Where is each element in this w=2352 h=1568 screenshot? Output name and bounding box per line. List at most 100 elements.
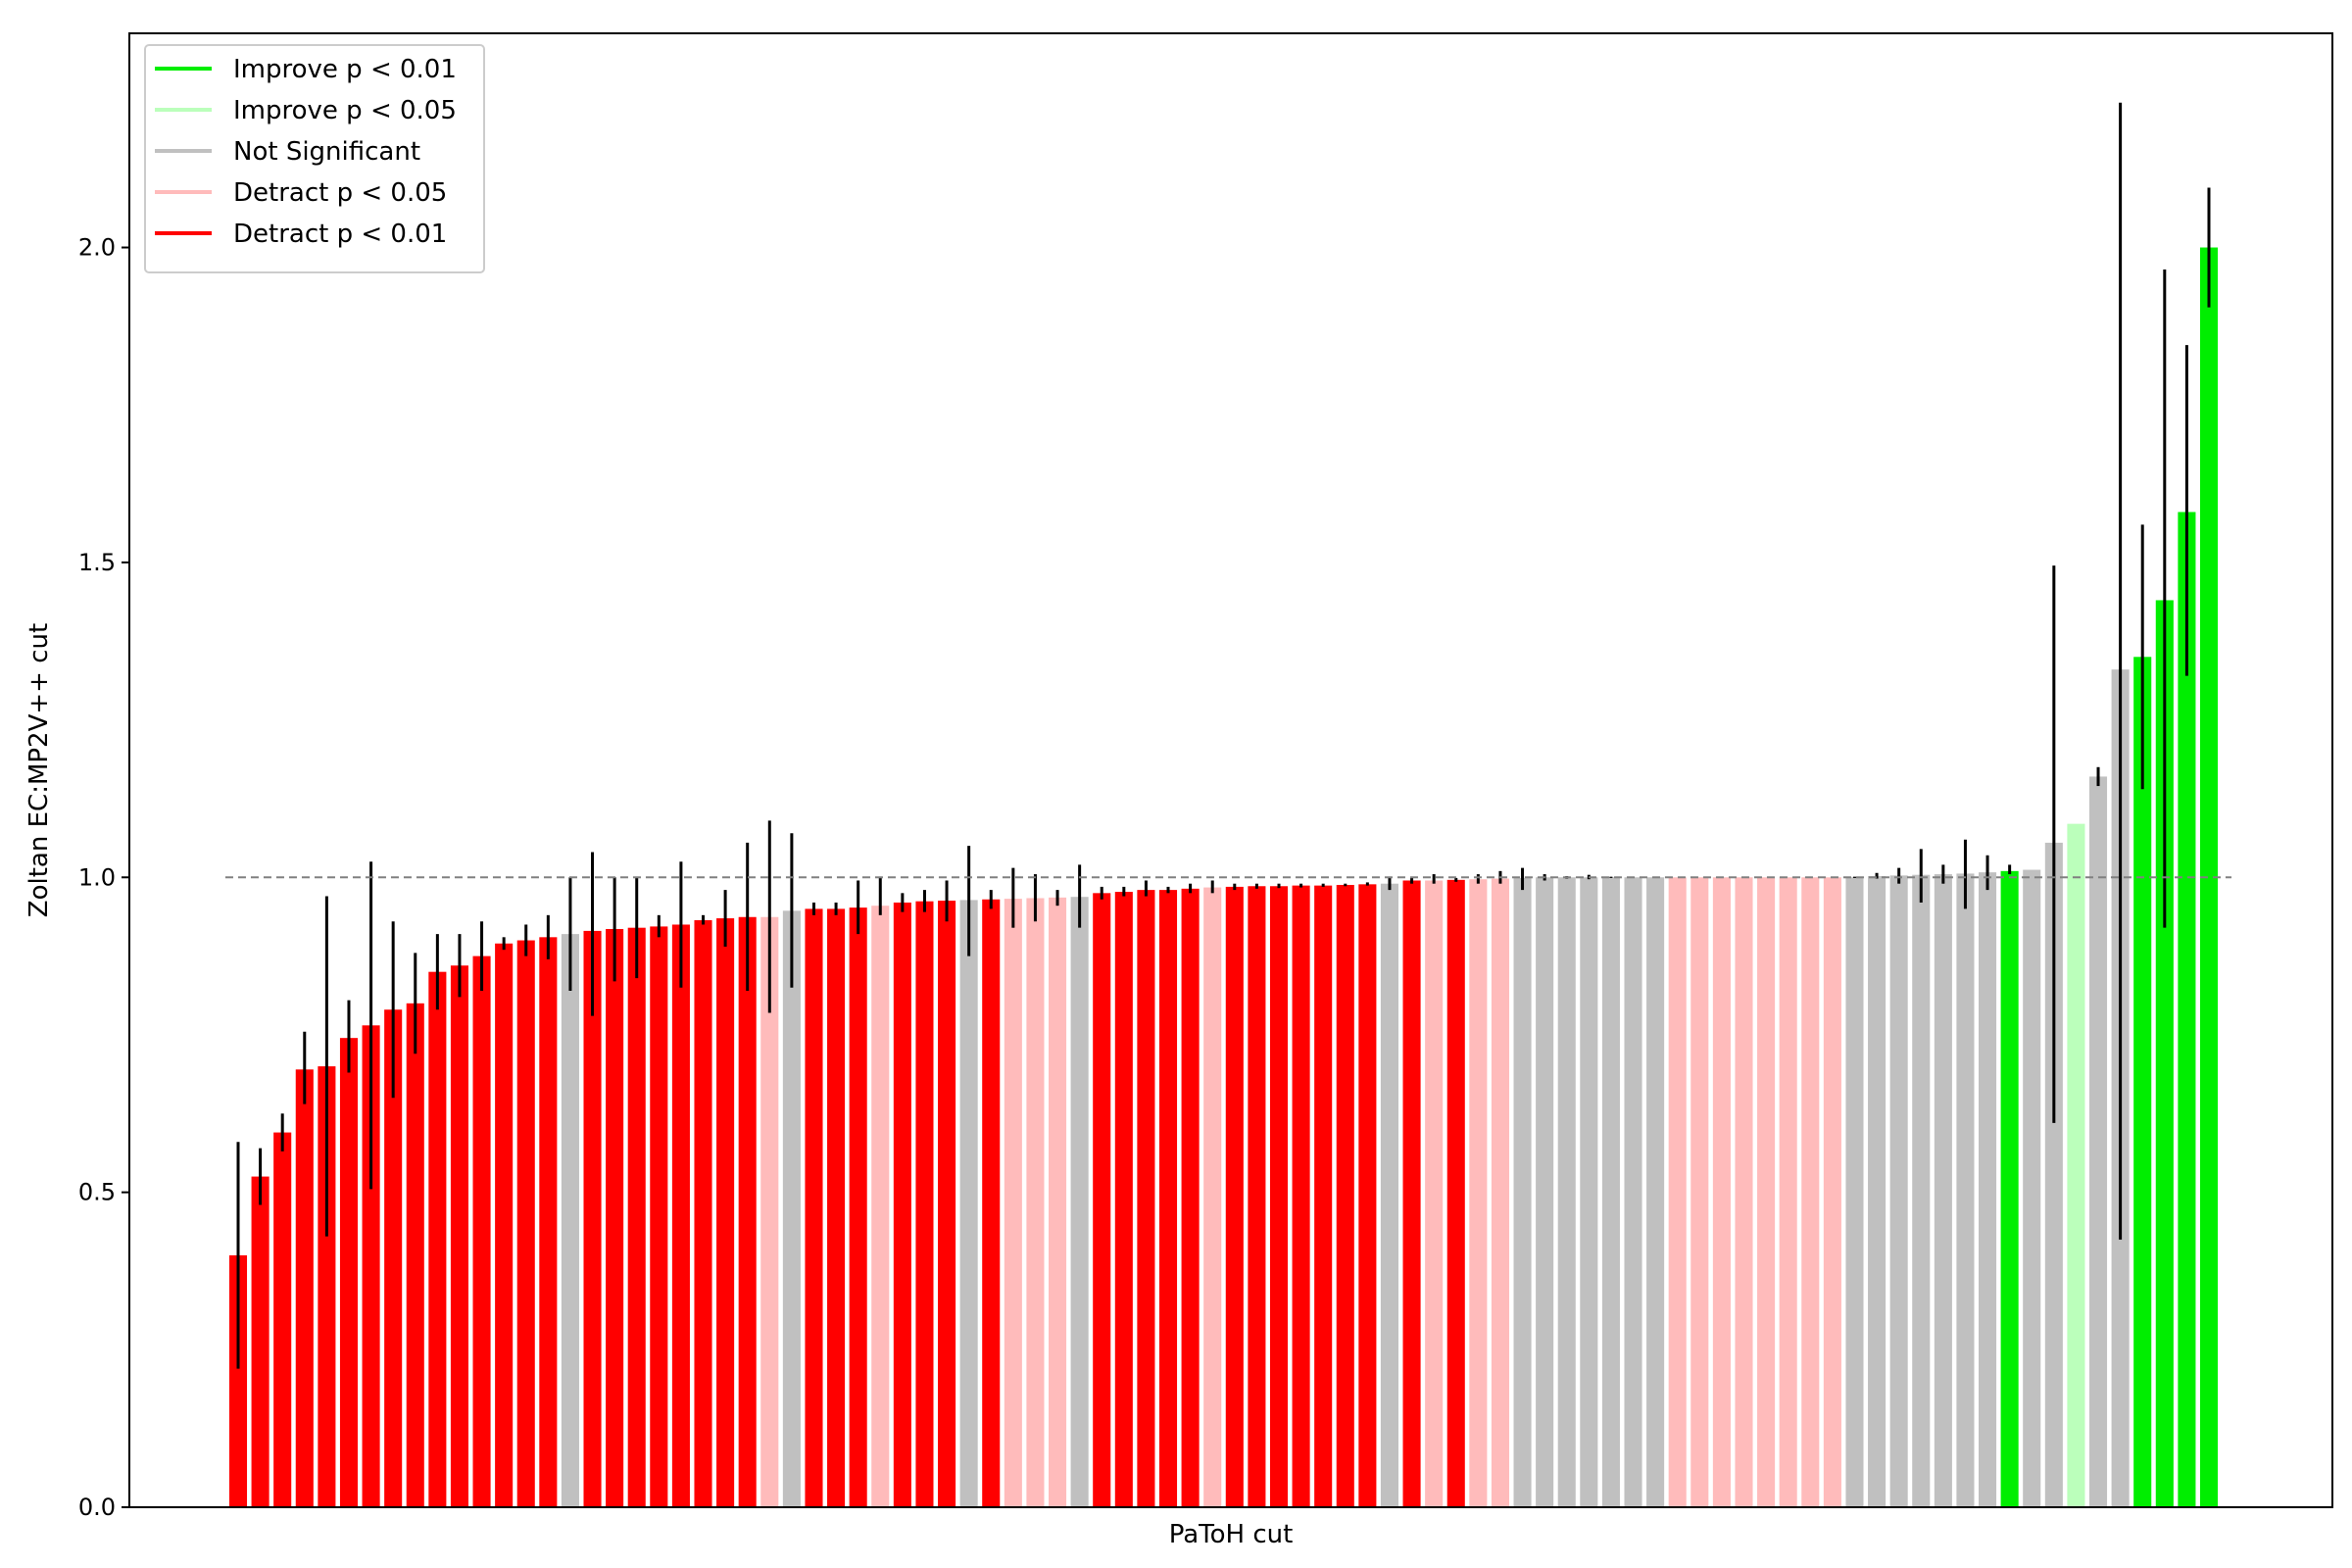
legend-label: Not Significant — [233, 137, 420, 167]
bar — [1868, 875, 1886, 1507]
bar — [1712, 877, 1731, 1507]
y-tick-label: 2.0 — [78, 234, 116, 262]
bar — [2044, 842, 2063, 1507]
bar — [1845, 877, 1864, 1507]
bar — [694, 919, 712, 1507]
legend-item: Detract p < 0.01 — [155, 220, 447, 249]
bar — [1336, 884, 1354, 1507]
bar — [2000, 870, 2019, 1507]
bar — [1912, 874, 1931, 1507]
bar — [982, 899, 1001, 1507]
bar — [2023, 869, 2041, 1507]
bar — [2155, 600, 2174, 1507]
legend-item: Improve p < 0.05 — [155, 96, 457, 125]
bar — [1004, 899, 1022, 1507]
bar — [805, 908, 823, 1507]
y-tick-label: 1.5 — [78, 549, 116, 576]
bar — [428, 971, 447, 1507]
legend-item: Improve p < 0.01 — [155, 55, 457, 84]
bar — [871, 906, 890, 1507]
y-tick-label: 0.5 — [78, 1179, 116, 1206]
bar — [627, 927, 646, 1507]
plot-frame — [128, 32, 2333, 1508]
bar — [339, 1038, 359, 1507]
bar — [938, 901, 956, 1507]
bar — [1624, 877, 1642, 1507]
bar — [2067, 823, 2085, 1507]
bar — [1557, 877, 1576, 1507]
y-axis: 0.0 0.5 1.0 1.5 2.0 — [78, 234, 129, 1521]
legend: Improve p < 0.01 Improve p < 0.05 Not Sign… — [144, 44, 485, 273]
legend-label: Detract p < 0.01 — [233, 220, 447, 249]
bar — [1690, 877, 1709, 1507]
bar — [1446, 879, 1465, 1507]
legend-label: Detract p < 0.05 — [233, 178, 447, 208]
bar — [406, 1003, 424, 1507]
bar — [1358, 884, 1377, 1507]
bar — [1646, 877, 1665, 1507]
bar — [228, 1254, 248, 1507]
bar — [1380, 883, 1399, 1507]
bar — [1491, 878, 1509, 1507]
bar — [1048, 897, 1067, 1507]
bar — [516, 940, 535, 1507]
bar — [915, 901, 934, 1507]
bar — [2133, 657, 2152, 1507]
bar — [606, 928, 624, 1507]
bar — [959, 900, 978, 1507]
y-axis-title: Zoltan EC:MP2V++ cut — [24, 623, 54, 917]
bar — [2178, 512, 2196, 1507]
bar — [1114, 892, 1133, 1507]
bar — [1402, 880, 1421, 1507]
bar — [1889, 875, 1908, 1507]
bar — [1668, 877, 1687, 1507]
bar — [1934, 874, 1952, 1507]
bar — [827, 908, 846, 1507]
x-axis-title: PaToH cut — [1169, 1520, 1294, 1549]
bar — [495, 943, 514, 1507]
bar — [1314, 885, 1333, 1507]
bar — [782, 910, 801, 1507]
bar — [362, 1025, 380, 1507]
bar — [450, 965, 468, 1507]
legend-box — [144, 44, 485, 273]
bar — [849, 907, 867, 1507]
bar — [1735, 877, 1753, 1507]
bar — [251, 1176, 270, 1507]
bar — [1158, 890, 1178, 1507]
bars-layer — [228, 247, 2219, 1507]
bar — [1779, 877, 1797, 1507]
bar — [2199, 247, 2219, 1507]
bar — [273, 1132, 292, 1507]
y-tick-label: 0.0 — [78, 1494, 116, 1521]
bar — [1469, 879, 1488, 1507]
bar — [472, 956, 491, 1507]
bar — [1979, 872, 1997, 1507]
bar — [318, 1066, 336, 1507]
legend-label: Improve p < 0.01 — [233, 55, 457, 84]
bar — [295, 1069, 314, 1507]
bar — [1137, 890, 1155, 1507]
legend-item: Detract p < 0.05 — [155, 178, 447, 208]
legend-item: Not Significant — [155, 137, 420, 167]
bar — [539, 937, 558, 1507]
bar — [1203, 887, 1222, 1507]
bar — [1093, 893, 1111, 1507]
bar — [1536, 877, 1554, 1507]
bar — [1026, 898, 1045, 1507]
bar — [1757, 877, 1776, 1507]
bar — [738, 916, 757, 1507]
bar — [1292, 885, 1310, 1507]
bar — [1070, 897, 1089, 1507]
bar — [760, 916, 779, 1507]
bar — [1580, 877, 1598, 1507]
legend-label: Improve p < 0.05 — [233, 96, 457, 125]
bar — [583, 930, 602, 1507]
bar — [1425, 880, 1444, 1507]
bar — [671, 924, 690, 1507]
error-bars-layer — [236, 102, 2211, 1369]
bar — [1269, 886, 1289, 1507]
bar — [1801, 877, 1820, 1507]
